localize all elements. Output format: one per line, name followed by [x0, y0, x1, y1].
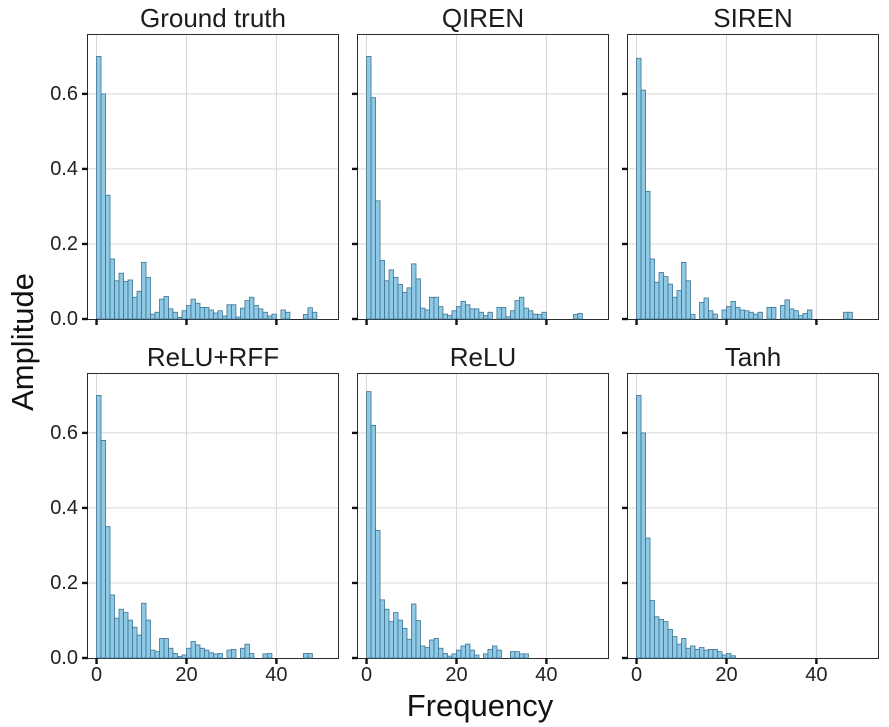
subplot-title-siren: SIREN [713, 3, 793, 33]
y-tick-label: 0.2 [50, 232, 78, 255]
x-tick-label: 40 [265, 664, 288, 686]
x-tick-label: 20 [715, 664, 738, 686]
y-tick-label: 0.6 [50, 421, 78, 444]
plot-area-siren [622, 34, 879, 325]
histogram-svg-siren [622, 35, 878, 325]
x-tick-label: 0 [360, 664, 373, 686]
y-axis-label: Amplitude [5, 273, 40, 411]
x-tick-label: 0 [90, 664, 103, 686]
histogram-svg-qiren [352, 35, 608, 325]
x-axis-label: Frequency [406, 688, 554, 723]
x-tick-label: 0 [630, 664, 643, 686]
plot-area-relu-rff [82, 373, 339, 664]
subplot-title-relu-rff: ReLU+RFF [146, 342, 280, 372]
subplot-title-qiren: QIREN [441, 3, 525, 33]
y-tick-label: 0.6 [50, 82, 78, 105]
x-tick-label: 40 [805, 664, 828, 686]
subplot-title-relu: ReLU [449, 342, 517, 372]
x-tick-label: 40 [535, 664, 558, 686]
y-tick-label: 0.4 [50, 157, 78, 180]
plot-area-ground-truth [82, 34, 339, 325]
histogram-svg-tanh [622, 374, 878, 664]
x-tick-label: 20 [175, 664, 198, 686]
histogram-svg-relu-rff [82, 374, 338, 664]
histogram-svg-relu [352, 374, 608, 664]
y-tick-label: 0.0 [50, 647, 78, 669]
plot-area-qiren [352, 34, 609, 325]
y-tick-label: 0.2 [50, 571, 78, 594]
y-tick-label: 0.4 [50, 496, 78, 519]
x-tick-label: 20 [445, 664, 468, 686]
plot-area-tanh [622, 373, 879, 664]
subplot-title-ground-truth: Ground truth [140, 3, 286, 33]
plot-area-relu [352, 373, 609, 664]
y-tick-label: 0.0 [50, 308, 78, 330]
subplot-title-tanh: Tanh [724, 342, 782, 372]
histogram-svg-ground-truth [82, 35, 338, 325]
